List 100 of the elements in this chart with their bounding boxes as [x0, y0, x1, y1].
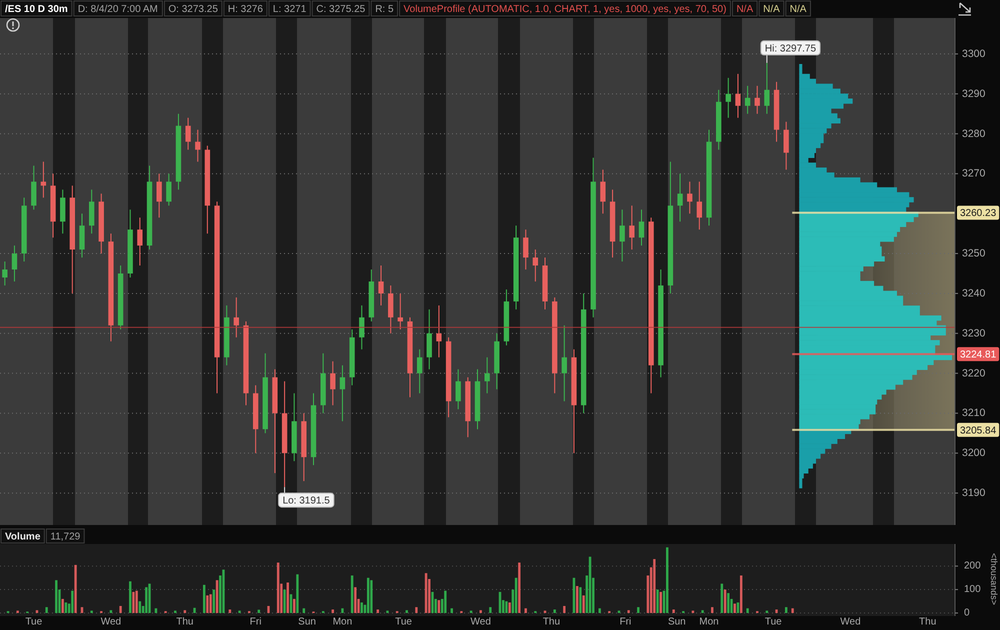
text: D: 8/4/20 7:00 AM	[78, 4, 158, 14]
y-tick-label: 3280	[962, 128, 986, 140]
bar	[366, 578, 370, 613]
candlestick	[744, 85, 750, 114]
chart-title: Volume	[5, 531, 41, 542]
bar	[286, 582, 289, 613]
candlestick	[416, 348, 422, 394]
candlestick	[532, 249, 538, 282]
bar	[360, 602, 363, 613]
x-tick-label: Fri	[620, 616, 632, 628]
bar	[736, 602, 740, 613]
bar	[206, 595, 209, 613]
y-tick-label: 3220	[962, 367, 986, 380]
bar	[627, 610, 630, 613]
candlestick	[12, 245, 18, 282]
bar	[576, 586, 578, 613]
x-tick-label: Mon	[699, 616, 719, 628]
x-tick-label: Sun	[668, 616, 686, 628]
bar	[660, 592, 662, 613]
bar	[666, 547, 668, 613]
x-tick-label: Mon	[332, 616, 352, 628]
bar	[720, 584, 724, 613]
bar	[55, 580, 58, 613]
bar	[563, 606, 566, 613]
text: C: 3275.25	[316, 4, 366, 14]
y-axis-title: <thousands>	[989, 552, 999, 606]
x-tick-label: Fri	[250, 616, 262, 628]
bar	[370, 580, 373, 613]
x-tick-label: Wed	[840, 616, 861, 628]
x-tick-label: Thu	[542, 616, 560, 628]
bar	[553, 609, 556, 613]
bar	[518, 562, 521, 613]
text: O: 3273.25	[168, 4, 218, 14]
bar	[302, 608, 306, 613]
y-tick-label: 200	[964, 560, 982, 572]
candlestick	[484, 356, 490, 394]
candlestick	[687, 181, 692, 214]
text: VolumeProfile (AUTOMATIC, 1.0, CHART, 1, yes, 1000, yes, yes, 70, 50)	[404, 4, 726, 14]
y-tick-label: 3270	[962, 168, 986, 180]
candlestick	[388, 284, 394, 334]
bar	[216, 580, 218, 613]
text: L: 3271	[272, 4, 307, 14]
ref-line-label: 3205.84	[960, 424, 997, 436]
bar	[154, 608, 158, 613]
y-tick-label: 3190	[962, 487, 986, 500]
bar	[444, 590, 447, 613]
x-tick-label: Wed	[100, 616, 122, 628]
candlestick	[166, 173, 172, 206]
y-tick-label: 3200	[962, 447, 986, 460]
text: N/A	[790, 4, 807, 14]
candlestick	[185, 117, 191, 150]
bar	[119, 606, 122, 613]
candlestick	[436, 304, 442, 358]
candlestick	[137, 217, 143, 266]
bar	[524, 608, 527, 613]
annotation: Hi: 3297.75	[764, 42, 816, 54]
candlestick	[562, 324, 567, 402]
bar	[656, 590, 659, 613]
bar	[110, 610, 112, 613]
bar	[415, 607, 418, 613]
x-tick-label: Sun	[298, 616, 316, 628]
bar	[480, 610, 482, 613]
candlestick	[677, 173, 683, 222]
annotation: Lo: 3191.5	[282, 495, 330, 506]
bar	[293, 598, 296, 613]
y-tick-label: 100	[964, 584, 982, 596]
ref-line-label: 3224.81	[960, 349, 997, 360]
candlestick	[784, 121, 789, 170]
bar	[202, 584, 206, 613]
bar	[582, 595, 585, 613]
y-tick-label: 3210	[962, 407, 986, 420]
bar	[734, 604, 736, 613]
y-tick-label: 3240	[962, 287, 986, 300]
bar	[701, 610, 704, 613]
bar	[145, 587, 148, 613]
candlestick	[398, 292, 403, 330]
text: N/A	[763, 4, 780, 14]
candlestick	[600, 169, 606, 214]
candlestick	[79, 213, 85, 258]
bar	[784, 607, 788, 613]
x-tick-label: Tue	[395, 616, 412, 628]
candlestick	[754, 85, 760, 114]
bar	[505, 601, 508, 613]
x-tick-label: Tue	[25, 616, 43, 628]
bar	[341, 608, 344, 613]
candlestick	[60, 189, 66, 234]
bar	[212, 590, 216, 613]
candlestick	[620, 209, 625, 262]
bar	[45, 607, 48, 613]
bar	[354, 587, 357, 613]
bar	[184, 610, 186, 613]
bar	[283, 590, 286, 613]
bar	[71, 590, 74, 613]
bar	[64, 602, 68, 613]
candlestick	[696, 181, 702, 230]
bar	[61, 598, 64, 613]
candlestick	[40, 161, 46, 198]
bar	[135, 590, 138, 613]
candlestick	[2, 261, 8, 286]
candlestick	[31, 165, 36, 210]
